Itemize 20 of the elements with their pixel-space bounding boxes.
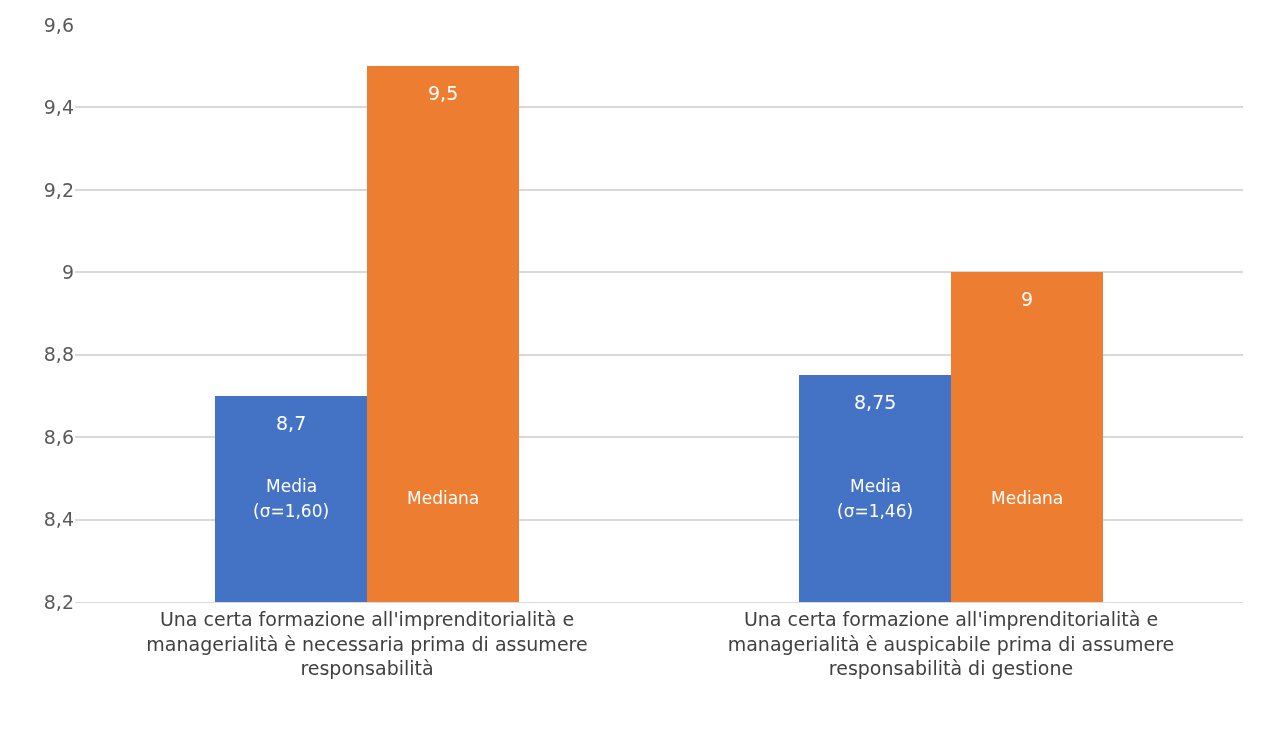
data-label: 9 (1021, 288, 1034, 310)
series-label: Mediana (407, 488, 480, 508)
x-tick-label: Una certa formazione all'imprenditorialità e managerialità è necessaria prima di assumere responsabilità (146, 607, 588, 680)
text: Media (850, 476, 902, 496)
y-tick-label: 8,8 (43, 343, 74, 366)
y-tick-label: 9,6 (43, 13, 74, 36)
y-tick-label: 9,4 (43, 96, 74, 119)
y-tick-label: 9,2 (43, 178, 74, 201)
annotation: (σ=1,60) (253, 501, 330, 521)
y-tick-label: 8,2 (43, 590, 74, 613)
data-label: 8,75 (854, 391, 897, 413)
y-tick-label: 8,6 (43, 425, 74, 448)
data-label: 8,7 (276, 412, 307, 434)
x-tick-label: Una certa formazione all'imprenditorialità e managerialità è auspicabile prima di assumere responsabilità di gestione (727, 607, 1175, 680)
text: Mediana (991, 488, 1064, 508)
y-tick-label: 8,4 (43, 508, 74, 531)
annotation: (σ=1,46) (837, 501, 914, 521)
data-label: 9,5 (428, 82, 459, 104)
y-tick-label: 9 (61, 260, 74, 283)
series-label: Media (266, 476, 318, 496)
